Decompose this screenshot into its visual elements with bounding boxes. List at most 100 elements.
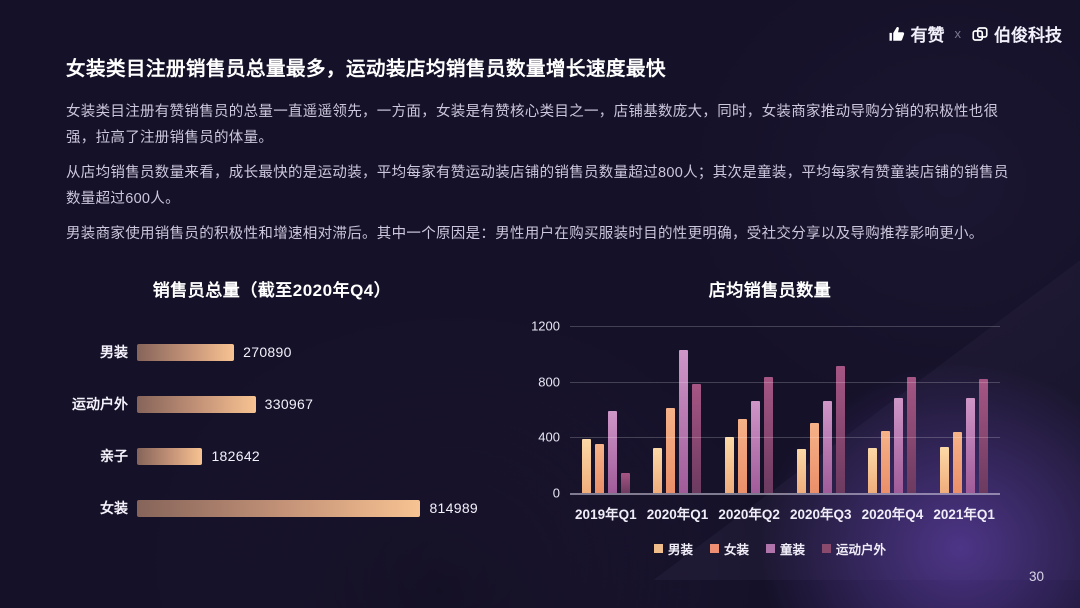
- bojun-brand-label: 伯俊科技: [994, 26, 1062, 45]
- x-tick-label: 2020年Q1: [646, 507, 709, 522]
- paragraph-3: 男装商家使用销售员的积极性和增速相对滞后。其中一个原因是：男性用户在购买服装时目…: [66, 226, 984, 242]
- bar-group: [940, 326, 989, 493]
- hbar-value-label: 330967: [264, 396, 314, 412]
- vbar-男装: [653, 447, 663, 493]
- legend-label: 童装: [780, 543, 806, 557]
- hbar-row: 运动户外 330967: [66, 378, 478, 430]
- vbar-女装: [953, 431, 963, 493]
- hbar-track: 814989: [137, 499, 478, 517]
- hbar-row: 男装 270890: [66, 326, 478, 378]
- youzan-brand-label: 有赞: [910, 26, 945, 45]
- bar-group: [796, 326, 845, 493]
- hbar-value-label: 814989: [429, 500, 478, 516]
- legend-label: 男装: [667, 543, 693, 557]
- vbar-童装: [894, 398, 904, 493]
- x-tick-label: 2020年Q3: [790, 507, 852, 522]
- vbar-运动户外: [620, 472, 630, 493]
- right-chart-title: 店均销售员数量: [708, 281, 832, 300]
- hbar-row: 女装 814989: [66, 482, 478, 534]
- x-axis-labels: 2019年Q1 2020年Q1 2020年Q2 2020年Q3 2020年Q4 2021年…: [570, 503, 1000, 523]
- vbar-男装: [868, 447, 878, 493]
- y-axis: 0 400 800 1200: [530, 319, 560, 501]
- gridline: [570, 326, 1000, 327]
- total-salespersons-chart: 销售员总量（截至2020年Q4） 男装 270890 运动户外 330967 亲子 182…: [66, 276, 478, 566]
- legend-item: 童装: [766, 539, 805, 558]
- gridline: [570, 437, 1000, 439]
- gridline: [570, 381, 1000, 383]
- hbar-bar: [137, 447, 203, 465]
- hbar-rows: 男装 270890 运动户外 330967 亲子 182642 女装 814989: [66, 326, 478, 534]
- hbar-row: 亲子 182642: [66, 430, 478, 482]
- x-tick-label: 2021年Q1: [933, 507, 995, 522]
- bar-group: [581, 326, 630, 493]
- overlapping-squares-icon: [971, 25, 989, 43]
- hbar-bar: [137, 499, 421, 517]
- background-corner-glow-decoration: [730, 338, 1080, 608]
- bojun-brand: 伯俊科技: [971, 21, 1062, 46]
- per-store-salespersons-chart: 店均销售员数量 0 400 800 1200 2019年Q1 2020年Q1 2020年Q…: [530, 276, 1010, 586]
- vbar-女装: [738, 418, 748, 493]
- vbar-童装: [679, 349, 689, 493]
- legend-label: 运动户外: [836, 543, 887, 557]
- vbar-运动户外: [979, 378, 989, 493]
- bar-group: [725, 326, 774, 493]
- hbar-value-label: 182642: [211, 448, 260, 464]
- brand-separator: x: [954, 26, 962, 41]
- x-tick-label: 2019年Q1: [575, 507, 637, 522]
- vbar-童装: [751, 401, 761, 493]
- y-tick-label: 1200: [531, 318, 560, 334]
- legend-swatch: [822, 544, 832, 553]
- body-copy: 女装类目注册有赞销售员的总量一直遥遥领先，一方面，女装是有赞核心类目之一，店铺基…: [66, 99, 1022, 256]
- x-tick-label: 2020年Q4: [861, 507, 924, 522]
- vbar-男装: [581, 438, 591, 493]
- paragraph-2: 从店均销售员数量来看，成长最快的是运动装，平均每家有赞运动装店铺的销售员数量超过…: [66, 165, 1009, 207]
- page-title: 女装类目注册销售员总量最多，运动装店均销售员数量增长速度最快: [66, 58, 667, 80]
- hbar-category-label: 女装: [100, 500, 128, 516]
- vbar-运动户外: [764, 377, 774, 493]
- hbar-track: 330967: [137, 395, 478, 413]
- hbar-category-label: 亲子: [100, 448, 128, 464]
- y-tick-label: 800: [538, 374, 560, 390]
- vbar-女装: [881, 431, 891, 493]
- thumbs-up-icon: [888, 25, 906, 43]
- plot-area: [570, 326, 1000, 495]
- vbar-运动户外: [692, 384, 702, 493]
- header-brands: 有赞 x 伯俊科技: [888, 21, 1062, 46]
- hbar-bar: [137, 343, 235, 361]
- bar-group: [653, 326, 702, 493]
- vbar-男装: [725, 437, 735, 493]
- legend-item: 男装: [653, 539, 693, 558]
- vbar-男装: [796, 449, 806, 493]
- vbar-童装: [966, 398, 976, 493]
- vbar-女装: [666, 407, 676, 493]
- legend-swatch: [653, 544, 663, 553]
- vbar-女装: [809, 423, 819, 493]
- y-tick-label: 0: [552, 485, 560, 501]
- youzan-brand: 有赞: [888, 21, 945, 46]
- legend-swatch: [709, 544, 719, 553]
- chart-legend: 男装 女装 童装 运动户外: [530, 539, 1010, 558]
- hbar-bar: [137, 395, 256, 413]
- hbar-value-label: 270890: [243, 344, 292, 360]
- legend-swatch: [766, 544, 775, 553]
- bar-group: [868, 326, 917, 493]
- legend-label: 女装: [723, 543, 749, 557]
- legend-item: 运动户外: [822, 539, 886, 558]
- vbar-童装: [822, 401, 832, 493]
- legend-item: 女装: [709, 539, 749, 558]
- left-chart-title: 销售员总量（截至2020年Q4）: [152, 281, 392, 300]
- vbar-运动户外: [907, 376, 917, 493]
- hbar-track: 270890: [137, 343, 478, 361]
- x-tick-label: 2020年Q2: [718, 507, 780, 522]
- vbar-女装: [594, 444, 604, 493]
- page-number: 30: [1028, 569, 1044, 584]
- paragraph-1: 女装类目注册有赞销售员的总量一直遥遥领先，一方面，女装是有赞核心类目之一，店铺基…: [66, 104, 999, 146]
- vbar-男装: [940, 447, 950, 493]
- hbar-category-label: 男装: [100, 344, 128, 360]
- hbar-category-label: 运动户外: [72, 396, 128, 412]
- vbar-童装: [607, 410, 617, 493]
- y-tick-label: 400: [538, 429, 560, 445]
- vbar-运动户外: [835, 366, 845, 493]
- hbar-track: 182642: [137, 447, 478, 465]
